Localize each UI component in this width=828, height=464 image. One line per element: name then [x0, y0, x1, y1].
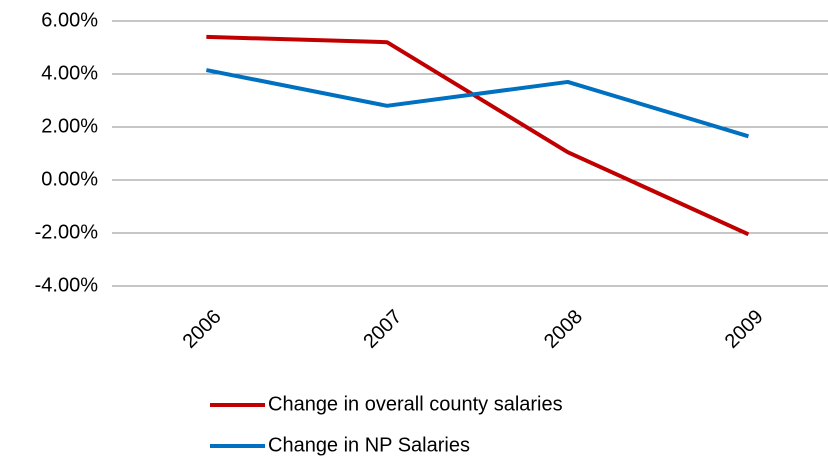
series-line	[205, 68, 750, 139]
y-tick-label: -2.00%	[35, 221, 99, 243]
x-tick-label: 2008	[540, 306, 587, 353]
legend-label: Change in NP Salaries	[268, 434, 470, 456]
y-tick-label: 0.00%	[41, 168, 98, 190]
y-tick-label: 2.00%	[41, 115, 98, 137]
x-tick-label: 2006	[179, 306, 226, 353]
legend-label: Change in overall county salaries	[268, 393, 563, 415]
x-tick-label: 2007	[359, 306, 406, 353]
y-tick-label: 4.00%	[41, 62, 98, 84]
series-line	[206, 34, 750, 237]
y-tick-label: -4.00%	[35, 274, 99, 296]
x-tick-label: 2009	[721, 306, 768, 353]
y-tick-label: 6.00%	[41, 9, 98, 31]
